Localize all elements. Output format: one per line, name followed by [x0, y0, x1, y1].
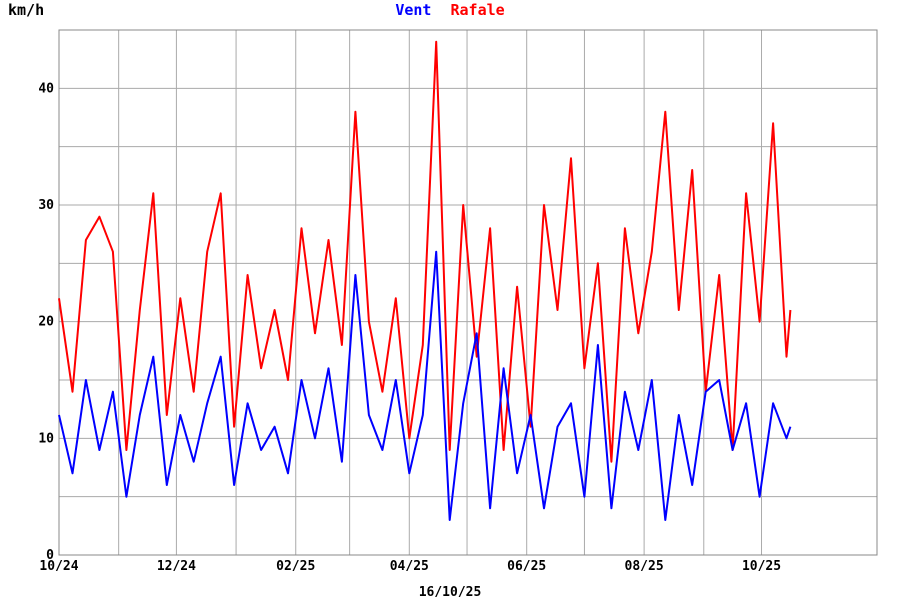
x-tick-labels: 10/24 12/24 02/25 04/25 06/25 08/25 10/25 — [39, 559, 781, 574]
legend-entry-rafale: Rafale — [450, 1, 504, 19]
series-line-rafale — [58, 40, 792, 463]
x-tick-label: 10/25 — [742, 559, 781, 574]
y-tick-label: 0 — [46, 548, 54, 563]
series-line-vent — [58, 250, 792, 521]
y-tick-label: 30 — [38, 198, 54, 213]
legend: Vent Rafale — [395, 1, 504, 19]
y-tick-label: 40 — [38, 81, 54, 96]
x-tick-label: 12/24 — [157, 559, 196, 574]
x-tick-label: 02/25 — [276, 559, 315, 574]
x-tick-label: 06/25 — [507, 559, 546, 574]
y-axis-unit-label: km/h — [8, 1, 44, 19]
grid-lines — [58, 30, 877, 555]
plot-frame — [58, 29, 878, 556]
y-tick-label: 10 — [38, 431, 54, 446]
x-tick-label: 10/24 — [39, 559, 78, 574]
x-tick-label: 08/25 — [625, 559, 664, 574]
y-tick-label: 20 — [38, 315, 54, 330]
x-tick-label: 04/25 — [390, 559, 429, 574]
series-layer — [58, 40, 792, 521]
y-tick-labels: 0 10 20 30 40 — [38, 81, 54, 563]
date-label: 16/10/25 — [419, 585, 482, 600]
legend-entry-vent: Vent — [395, 1, 431, 19]
